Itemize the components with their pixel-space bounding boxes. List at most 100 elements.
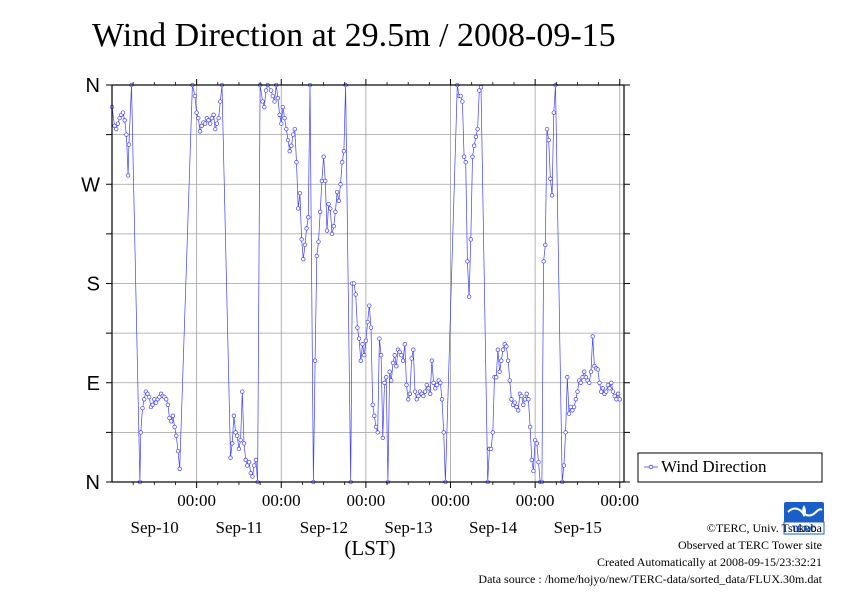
data-point	[341, 149, 347, 154]
data-point	[494, 375, 499, 380]
data-point	[573, 397, 578, 402]
data-point	[208, 121, 213, 126]
data-point	[536, 459, 541, 465]
data-point	[372, 413, 377, 418]
data-point	[290, 132, 296, 137]
data-point	[421, 393, 426, 399]
data-point	[240, 389, 245, 394]
data-point	[270, 93, 275, 99]
data-point	[196, 115, 201, 121]
data-point	[380, 435, 385, 441]
data-point	[426, 386, 431, 391]
data-point	[199, 123, 204, 128]
data-point	[461, 154, 467, 159]
data-point	[615, 391, 621, 396]
data-point	[532, 437, 538, 443]
data-point	[358, 358, 363, 363]
data-point	[304, 226, 309, 231]
data-point	[355, 325, 360, 330]
data-point	[192, 93, 198, 99]
data-point	[377, 336, 382, 341]
data-point	[252, 463, 257, 468]
data-point	[597, 380, 602, 385]
data-point	[164, 397, 169, 402]
footer-observed: Observed at TERC Tower site	[678, 538, 822, 552]
data-point	[324, 228, 330, 233]
data-point	[477, 88, 482, 93]
data-point	[318, 209, 323, 214]
data-point	[583, 375, 589, 380]
data-point	[351, 281, 357, 286]
data-point	[245, 463, 250, 468]
data-point	[312, 358, 318, 363]
data-point	[236, 446, 242, 452]
data-point	[216, 115, 221, 121]
gridlines	[112, 85, 624, 482]
data-point	[125, 173, 131, 178]
data-point	[548, 176, 553, 181]
data-point	[153, 400, 159, 405]
data-point	[209, 115, 215, 121]
data-point	[488, 446, 494, 452]
legend-box	[637, 452, 823, 483]
data-point	[124, 132, 129, 137]
data-point	[202, 121, 208, 126]
data-point	[331, 224, 336, 229]
data-point	[367, 303, 372, 308]
data-point	[117, 115, 122, 121]
data-point	[114, 126, 119, 132]
data-point	[551, 110, 556, 115]
data-point	[526, 397, 531, 402]
logo-drop-icon	[802, 505, 806, 517]
data-point	[434, 382, 440, 388]
data-point	[499, 358, 504, 363]
data-point	[323, 178, 328, 184]
series-wind-direction	[109, 82, 622, 485]
x-axis-tick-labels: 00:00 Sep-10 00:00 Sep-11 00:00 Sep-12 00:00 Se…	[131, 491, 640, 537]
data-point	[314, 253, 319, 259]
data-point	[416, 393, 421, 399]
legend-label: Wind Direction	[661, 457, 767, 476]
data-point	[433, 386, 438, 391]
data-point	[279, 121, 284, 126]
data-point	[409, 356, 414, 361]
legend: Wind Direction	[637, 452, 823, 483]
data-point	[356, 336, 362, 341]
data-point	[230, 441, 235, 446]
data-point	[243, 457, 248, 463]
data-point	[478, 85, 484, 90]
data-point	[277, 112, 282, 117]
data-point	[326, 201, 331, 207]
axis-ticks	[106, 79, 630, 488]
data-point	[531, 468, 536, 474]
data-point	[138, 430, 143, 435]
y-tick-label: N	[86, 75, 100, 97]
data-point	[541, 259, 546, 264]
legend-marker	[648, 464, 654, 470]
data-point	[402, 342, 407, 347]
data-point	[150, 402, 155, 407]
data-point	[412, 389, 418, 394]
data-point	[497, 369, 502, 374]
data-point	[268, 88, 274, 93]
data-point	[394, 364, 399, 369]
data-point	[504, 344, 509, 349]
data-point	[241, 441, 247, 446]
data-point	[472, 143, 477, 148]
data-point	[375, 430, 380, 435]
data-point	[316, 239, 321, 244]
data-point	[126, 142, 132, 147]
data-point	[272, 99, 277, 104]
data-point	[458, 93, 463, 99]
data-point	[507, 378, 512, 383]
data-point	[169, 419, 174, 424]
data-point	[382, 380, 387, 385]
data-point	[490, 430, 495, 435]
data-point	[578, 380, 583, 385]
data-point	[378, 353, 384, 358]
data-point	[211, 112, 216, 117]
data-point	[604, 389, 609, 394]
data-point	[275, 96, 281, 101]
data-point	[334, 189, 340, 195]
